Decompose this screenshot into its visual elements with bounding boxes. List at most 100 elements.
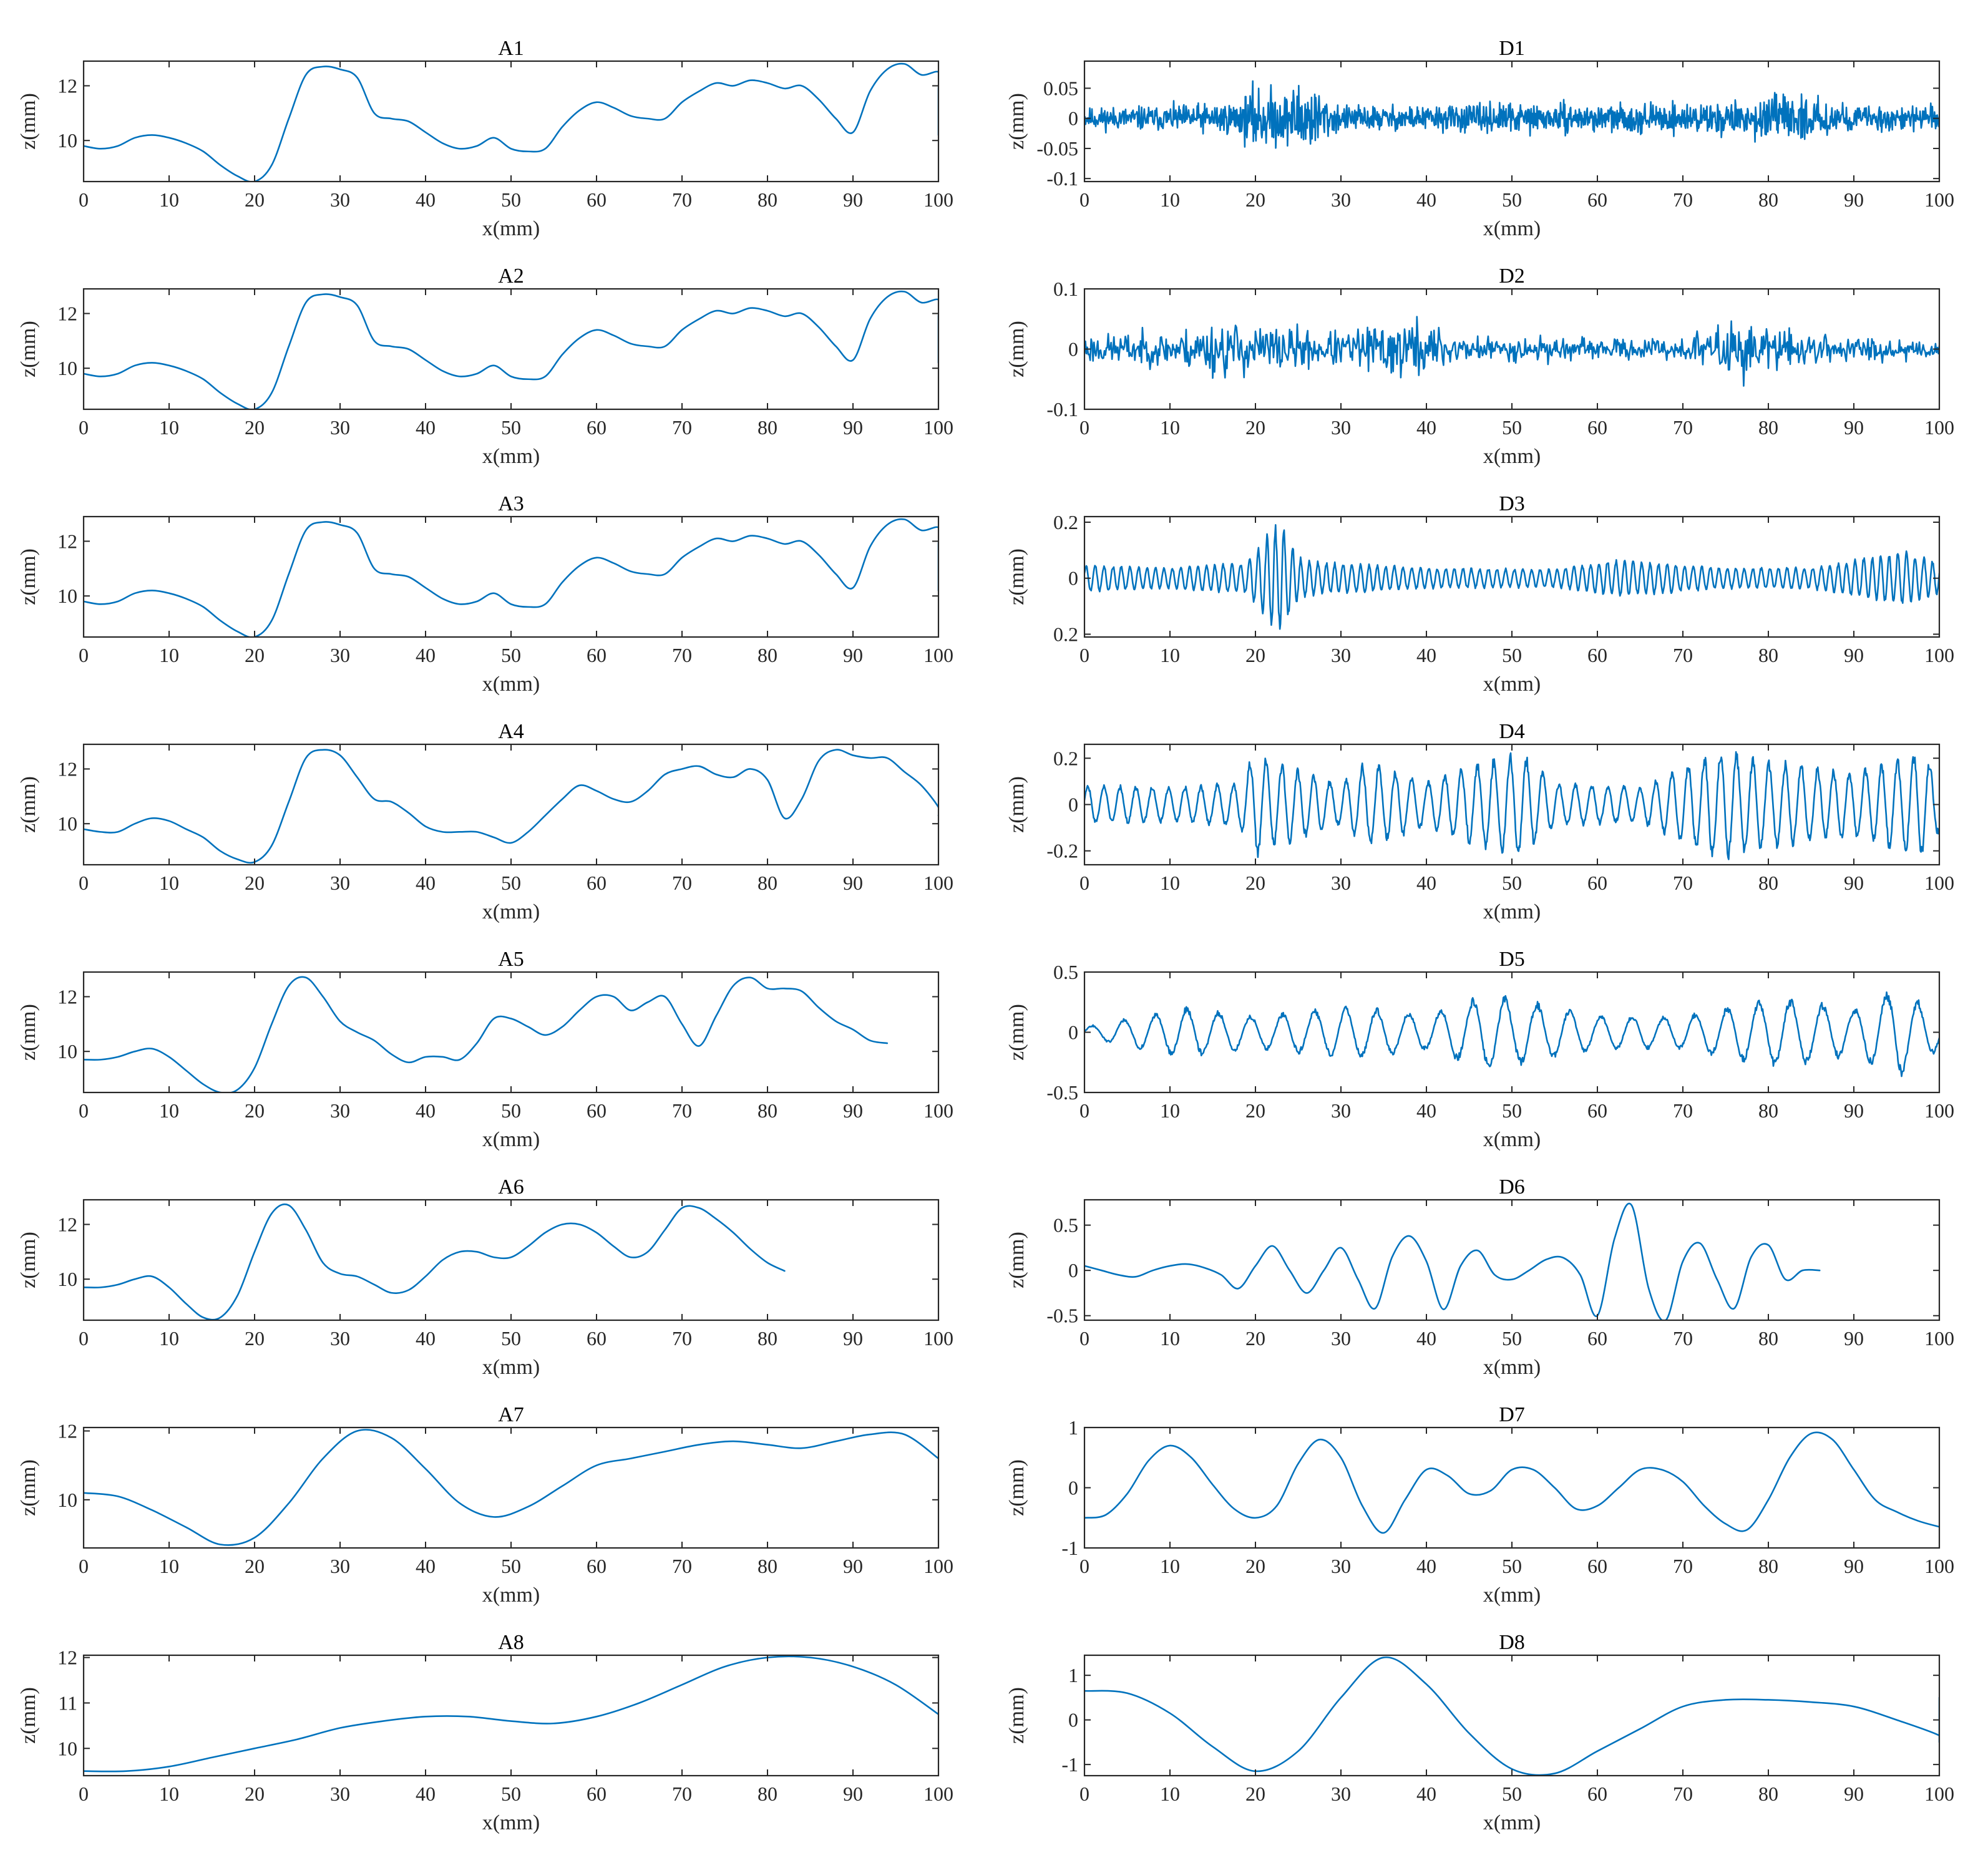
x-axis-label: x(mm) <box>1483 1356 1541 1379</box>
x-tick-label: 70 <box>672 188 692 211</box>
series-line-a7 <box>84 1429 938 1546</box>
x-tick-label: 60 <box>587 1783 607 1805</box>
x-tick-label: 60 <box>587 1555 607 1577</box>
x-tick-label: 10 <box>159 872 179 894</box>
x-tick-label: 50 <box>1502 416 1522 439</box>
x-tick-label: 40 <box>1416 1783 1436 1805</box>
x-tick-label: 30 <box>1331 1099 1351 1122</box>
x-tick-label: 80 <box>1758 1555 1778 1577</box>
panel-title: D1 <box>1499 37 1525 60</box>
y-tick-label: -1 <box>1061 1753 1078 1776</box>
series-line-d4 <box>1084 751 1939 860</box>
x-tick-label: 60 <box>587 416 607 439</box>
x-tick-label: 10 <box>159 1783 179 1805</box>
y-tick-label: 10 <box>57 1268 77 1290</box>
x-tick-label: 70 <box>1673 1099 1693 1122</box>
plot-frame <box>1083 971 1941 1094</box>
x-tick-label: 90 <box>843 188 863 211</box>
x-tick-label: 0 <box>79 1327 89 1350</box>
x-tick-label: 20 <box>1245 1555 1265 1577</box>
x-tick-label: 20 <box>245 644 265 666</box>
x-tick-label: 80 <box>758 416 777 439</box>
x-axis-label: x(mm) <box>1483 1583 1541 1607</box>
x-axis-label: x(mm) <box>482 1811 540 1834</box>
x-tick-label: 30 <box>1331 188 1351 211</box>
x-tick-label: 40 <box>416 1783 436 1805</box>
x-tick-label: 50 <box>501 1783 521 1805</box>
x-tick-label: 100 <box>1924 1099 1954 1122</box>
x-tick-label: 80 <box>758 644 777 666</box>
x-tick-label: 50 <box>501 416 521 439</box>
x-axis-label: x(mm) <box>482 673 540 696</box>
x-tick-label: 40 <box>416 1555 436 1577</box>
x-tick-label: 80 <box>1758 1099 1778 1122</box>
y-axis-label: z(mm) <box>17 1459 40 1516</box>
y-tick-label: 11 <box>58 1691 77 1714</box>
x-tick-label: 70 <box>1673 416 1693 439</box>
x-tick-label: 100 <box>1924 188 1954 211</box>
x-tick-label: 30 <box>330 644 350 666</box>
x-tick-label: 20 <box>1245 872 1265 894</box>
y-axis-label: z(mm) <box>1005 1004 1028 1061</box>
x-tick-label: 50 <box>1502 1555 1522 1577</box>
x-tick-label: 40 <box>1416 872 1436 894</box>
y-tick-label: 12 <box>57 1213 77 1235</box>
x-tick-label: 0 <box>1079 1327 1089 1350</box>
y-tick-label: 12 <box>57 757 77 780</box>
x-tick-label: 90 <box>843 644 863 666</box>
series-line-a1 <box>84 62 938 182</box>
x-tick-label: 70 <box>672 1099 692 1122</box>
x-tick-label: 10 <box>159 1555 179 1577</box>
x-tick-label: 60 <box>1587 416 1607 439</box>
x-tick-label: 30 <box>330 872 350 894</box>
x-tick-label: 100 <box>1924 1555 1954 1577</box>
y-tick-label: 0.05 <box>1043 77 1078 99</box>
panel-d6: 0 10 20 30 40 50 60 70 80 90 100-0.500.5D6x(mm)z(m… <box>1005 1175 1954 1379</box>
x-tick-label: 100 <box>923 872 953 894</box>
series-line-a8 <box>84 1655 938 1773</box>
x-tick-label: 60 <box>1587 1327 1607 1350</box>
y-tick-label: 0.1 <box>1053 278 1078 300</box>
x-tick-label: 90 <box>1844 1555 1864 1577</box>
x-tick-label: 50 <box>501 1099 521 1122</box>
x-tick-label: 90 <box>1844 416 1864 439</box>
x-tick-label: 80 <box>758 1783 777 1805</box>
panel-title: D2 <box>1499 265 1525 288</box>
y-tick-label: 10 <box>57 585 77 607</box>
x-tick-label: 20 <box>1245 644 1265 666</box>
x-tick-label: 60 <box>587 1099 607 1122</box>
x-tick-label: 20 <box>245 1099 265 1122</box>
x-tick-label: 100 <box>923 644 953 666</box>
x-tick-label: 0 <box>1079 1555 1089 1577</box>
plot-frame <box>82 1426 940 1549</box>
plot-frame <box>82 515 940 638</box>
x-tick-label: 0 <box>1079 188 1089 211</box>
plot-frame <box>82 288 940 411</box>
x-tick-label: 70 <box>1673 1327 1693 1350</box>
x-tick-label: 70 <box>672 872 692 894</box>
x-tick-label: 50 <box>501 644 521 666</box>
plot-frame <box>82 1199 940 1321</box>
x-tick-label: 70 <box>672 1327 692 1350</box>
x-tick-label: 100 <box>923 1099 953 1122</box>
x-tick-label: 50 <box>1502 1327 1522 1350</box>
panel-title: D3 <box>1499 492 1525 515</box>
panel-a5: 0 10 20 30 40 50 60 70 80 90 100 10 12 A5 x(mm) z(mm) <box>17 948 953 1151</box>
y-tick-label: -1 <box>1061 1537 1078 1559</box>
panel-d5: 0 10 20 30 40 50 60 70 80 90 100-0.500.5D5x(mm)z(m… <box>1005 948 1954 1151</box>
x-tick-label: 10 <box>1160 872 1180 894</box>
y-tick-label: -0.5 <box>1046 1081 1078 1104</box>
x-axis-label: x(mm) <box>1483 900 1541 923</box>
y-tick-label: 0.2 <box>1053 511 1078 533</box>
y-tick-label: -0.1 <box>1046 167 1078 190</box>
x-tick-label: 30 <box>330 416 350 439</box>
panel-title: A3 <box>498 492 524 515</box>
x-tick-label: 60 <box>1587 1555 1607 1577</box>
x-tick-label: 20 <box>245 1555 265 1577</box>
x-tick-label: 40 <box>416 188 436 211</box>
y-axis-label: z(mm) <box>1005 776 1028 833</box>
x-tick-label: 80 <box>1758 188 1778 211</box>
series-line-d2 <box>1084 316 1939 387</box>
